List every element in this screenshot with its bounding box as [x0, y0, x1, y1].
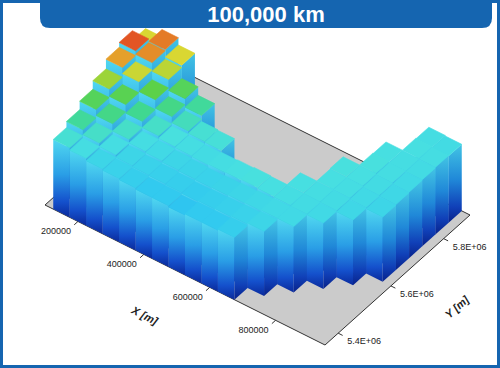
x-tick: [272, 320, 276, 323]
page: {"chart_data": {"type": "surface", "titl…: [0, 0, 500, 368]
x-tick: [74, 221, 78, 224]
y-tick-label: 5.8E+06: [453, 242, 487, 252]
y-axis-title: Y [m]: [443, 293, 472, 320]
cell-side: [136, 189, 152, 258]
y-tick: [338, 333, 342, 335]
title: 100,000 km: [207, 2, 324, 27]
cell-top: [155, 97, 185, 117]
cell-side: [53, 139, 69, 217]
surface: [53, 29, 462, 300]
cell-side: [103, 170, 119, 242]
y-tick: [391, 286, 395, 288]
cell-side: [449, 144, 462, 222]
cell-side: [366, 209, 382, 282]
cell-top: [139, 80, 169, 100]
cell-side: [353, 208, 366, 285]
x-axis-title: X [m]: [129, 303, 160, 327]
cell-side: [70, 150, 86, 225]
x-tick: [206, 287, 210, 290]
cell-top: [152, 59, 182, 79]
cell-side: [422, 168, 435, 246]
chart: 200000 400000 600000 800000 5.4E+06 5.6E+06 5.…: [0, 0, 500, 368]
cell-side: [234, 226, 247, 300]
x-tick-label: 200000: [41, 226, 71, 236]
y-tick: [444, 239, 448, 241]
cell-top: [80, 89, 110, 109]
cell-side: [294, 215, 307, 293]
cell-side: [201, 222, 217, 291]
cell-top: [106, 47, 136, 67]
cell-top: [277, 206, 307, 226]
x-tick-label: 400000: [107, 259, 137, 269]
cell-top: [169, 79, 199, 99]
cell-side: [119, 180, 135, 251]
cell-side: [277, 218, 293, 292]
base-plane: [45, 75, 470, 345]
title-banner: [40, 0, 492, 28]
y-tick-label: 5.6E+06: [400, 289, 434, 299]
cell-side: [396, 193, 409, 270]
x-tick: [140, 254, 144, 257]
cell-top: [109, 85, 139, 105]
cell-top: [185, 95, 215, 115]
cell-top: [122, 62, 152, 82]
cell-top: [218, 217, 248, 237]
cell-side: [185, 214, 201, 283]
cell-side: [307, 215, 323, 289]
cell-top: [248, 211, 278, 231]
cell-side: [337, 212, 353, 286]
cell-side: [248, 223, 264, 296]
x-tick-label: 800000: [239, 325, 269, 335]
y-tick-label: 5.4E+06: [347, 336, 381, 346]
x-tick-label: 600000: [173, 292, 203, 302]
cell-top: [366, 197, 396, 217]
cell-side: [152, 197, 168, 266]
cell-side: [323, 211, 336, 289]
cell-top: [136, 43, 166, 63]
cell-top: [96, 104, 126, 124]
cell-top: [307, 203, 337, 223]
cell-side: [169, 207, 185, 275]
cell-top: [93, 69, 123, 89]
cell-top: [337, 200, 367, 220]
cell-side: [383, 205, 396, 282]
cell-side: [435, 155, 448, 234]
cell-side: [218, 229, 234, 300]
cell-side: [264, 220, 277, 297]
cell-top: [126, 101, 156, 121]
cell-side: [409, 180, 422, 258]
panel-frame: [2, 2, 499, 367]
cell-side: [86, 161, 102, 234]
